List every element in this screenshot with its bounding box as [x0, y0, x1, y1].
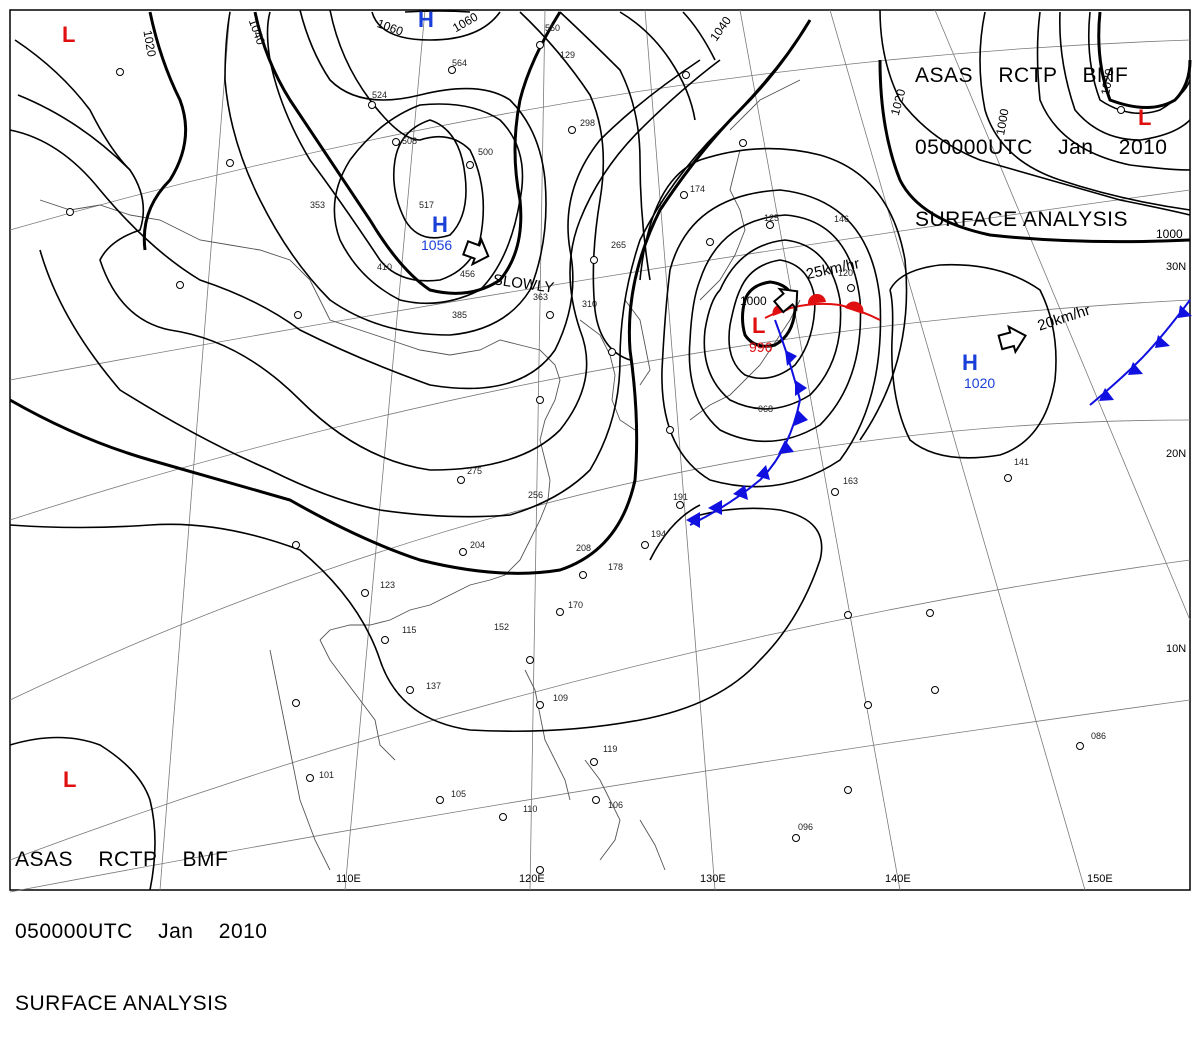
station-marks — [66, 41, 1125, 874]
station-value: 204 — [470, 540, 485, 550]
station-value: 191 — [673, 492, 688, 502]
motion-arrow-icon — [997, 324, 1027, 355]
high-center-letter: H — [962, 350, 978, 375]
thick-isobars — [9, 11, 1192, 575]
longitude-labels: 110E 120E 130E 140E 150E — [336, 873, 1113, 885]
lon-label-120e: 120E — [519, 873, 545, 885]
station-value: 137 — [426, 681, 441, 691]
station-value: 115 — [402, 625, 416, 635]
motion-arrows — [462, 237, 1027, 355]
low-center-letter: L — [1138, 105, 1151, 130]
low-center-letter: L — [752, 313, 765, 338]
station-value: 208 — [576, 543, 591, 553]
lat-label-30n: 30N — [1166, 261, 1186, 273]
station-value: 141 — [1014, 457, 1029, 467]
station-value: 123 — [380, 580, 395, 590]
station-value: 101 — [319, 770, 334, 780]
coastlines — [39, 79, 801, 871]
station-value: 174 — [690, 184, 705, 194]
motion-arrow-icon — [772, 287, 799, 314]
isobar-label: 1000 — [1156, 227, 1183, 241]
lat-label-20n: 20N — [1166, 448, 1186, 460]
station-value: 109 — [553, 693, 568, 703]
isobar-label: 1000 — [740, 294, 767, 308]
weather-map: 110E 120E 130E 140E 150E 30N 20N 10N 102… — [9, 7, 1192, 893]
station-value: 524 — [372, 90, 387, 100]
low-center-letter: L — [62, 22, 75, 47]
station-value: 129 — [560, 50, 575, 60]
station-value: 265 — [611, 240, 626, 250]
title-line-3: SURFACE ANALYSIS — [915, 208, 1129, 231]
station-value: 146 — [834, 214, 849, 224]
title-block-top: ASAS RCTP BMF 050000UTC Jan 2010 SURFACE… — [915, 16, 1168, 256]
station-value: 178 — [608, 562, 623, 572]
isobar-label: 1020 — [140, 29, 158, 58]
cold-front — [686, 299, 1192, 528]
lon-label-130e: 130E — [700, 873, 726, 885]
isobar-label: 1020 — [888, 87, 909, 117]
station-value: 500 — [478, 147, 493, 157]
station-value: 163 — [843, 476, 858, 486]
high-center-value: 1056 — [421, 237, 452, 253]
station-value: 086 — [1091, 731, 1106, 741]
title-line-2: 050000UTC Jan 2010 — [15, 920, 268, 943]
station-value: 353 — [310, 200, 325, 210]
station-value: 096 — [798, 822, 813, 832]
lat-label-10n: 10N — [1166, 643, 1186, 655]
high-center-letter: H — [432, 212, 448, 237]
motion-arrow-icon — [462, 237, 490, 267]
station-value: 106 — [608, 800, 623, 810]
title-block-bottom: ASAS RCTP BMF 050000UTC Jan 2010 SURFACE… — [15, 800, 268, 1040]
station-value: 310 — [582, 299, 597, 309]
high-center-value: 1020 — [964, 375, 995, 391]
station-value: 120 — [838, 268, 853, 278]
isobar-label: 1000 — [993, 107, 1011, 136]
isobar-label: 1020 — [1098, 67, 1116, 96]
station-value: 152 — [494, 622, 509, 632]
station-value: 105 — [451, 789, 466, 799]
title-line-3: SURFACE ANALYSIS — [15, 992, 229, 1015]
high-center-letter: H — [418, 7, 434, 32]
station-value: 110 — [523, 804, 537, 814]
station-value: 068 — [758, 404, 773, 414]
station-value: 508 — [402, 136, 417, 146]
lon-label-110e: 110E — [336, 873, 361, 885]
station-value: 564 — [452, 58, 467, 68]
isobars — [9, 9, 1191, 891]
pressure-centers: H H 1056 H 1020 L 996 L L L — [62, 7, 1151, 792]
station-value: 170 — [568, 600, 583, 610]
station-value: 125 — [764, 213, 779, 223]
station-value: 517 — [419, 200, 434, 210]
lon-label-140e: 140E — [885, 873, 911, 885]
low-center-letter: L — [63, 767, 76, 792]
low-center-value: 996 — [749, 339, 773, 355]
map-frame — [9, 9, 1191, 891]
station-value: 456 — [460, 269, 475, 279]
station-value: 256 — [528, 490, 543, 500]
station-value: 550 — [545, 23, 560, 33]
station-value: 119 — [603, 744, 617, 754]
station-value: 410 — [377, 262, 392, 272]
station-value: 385 — [452, 310, 467, 320]
title-line-1: ASAS RCTP BMF — [15, 848, 229, 871]
station-value: 275 — [467, 466, 482, 476]
latitude-labels: 30N 20N 10N — [1166, 261, 1186, 655]
station-value: 363 — [533, 292, 548, 302]
lon-label-150e: 150E — [1087, 873, 1113, 885]
station-numbers: 550 564 524 508 500 517 456 385 410 363 … — [310, 23, 1106, 832]
title-line-1: ASAS RCTP BMF — [915, 64, 1129, 87]
title-line-2: 050000UTC Jan 2010 — [915, 136, 1168, 159]
station-value: 194 — [651, 529, 666, 539]
station-value: 298 — [580, 118, 595, 128]
